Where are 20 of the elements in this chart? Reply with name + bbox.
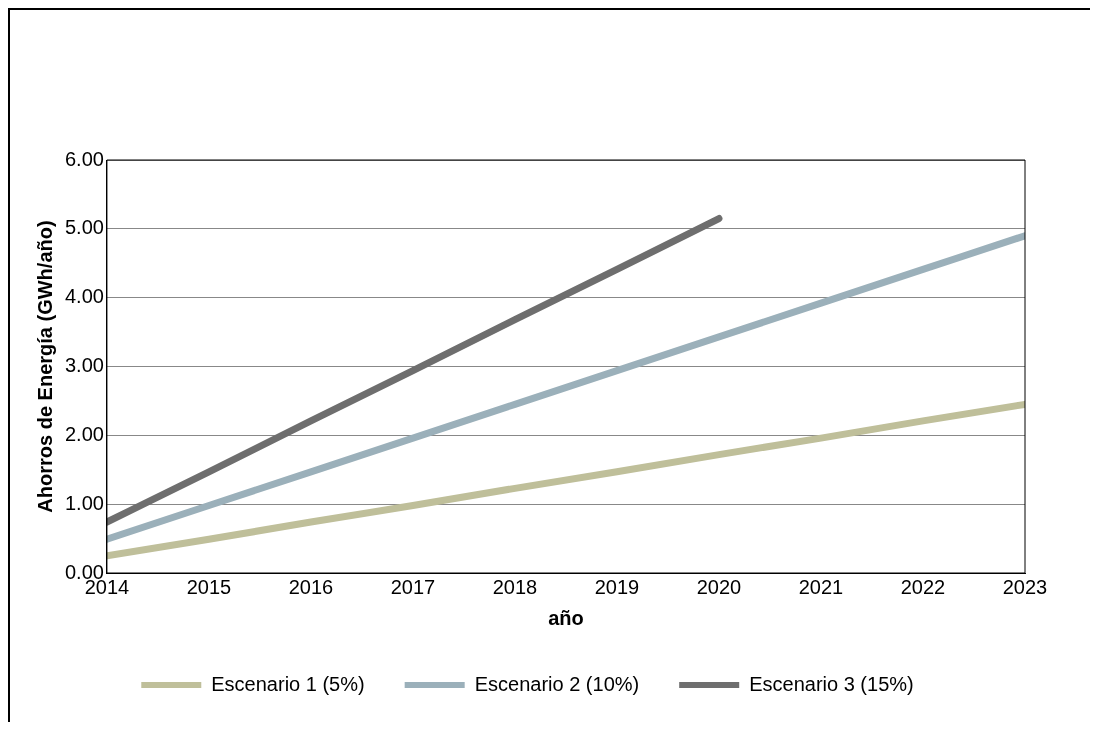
- x-tick-label: 2019: [594, 575, 640, 598]
- x-axis-title: año: [548, 606, 584, 629]
- legend-label: Escenario 1 (5%): [211, 672, 365, 695]
- x-tick-label: 2021: [798, 575, 844, 598]
- x-tick-label: 2016: [288, 575, 334, 598]
- legend-label: Escenario 2 (10%): [474, 672, 640, 695]
- y-tick-label: 6.00: [64, 147, 104, 170]
- legend-label: Escenario 3 (15%): [749, 672, 914, 695]
- y-axis-title: Ahorros de Energía (GWh/año): [33, 220, 56, 513]
- x-tick-label: 2022: [900, 575, 946, 598]
- y-tick-label: 3.00: [64, 354, 104, 377]
- y-tick-label: 1.00: [64, 491, 104, 514]
- x-tick-label: 2023: [1002, 575, 1048, 598]
- y-tick-label: 2.00: [64, 422, 104, 445]
- x-tick-label: 2018: [492, 575, 538, 598]
- x-tick-label: 2015: [186, 575, 232, 598]
- x-tick-label: 2020: [696, 575, 742, 598]
- y-tick-label: 4.00: [64, 285, 104, 308]
- y-tick-label: 5.00: [64, 216, 104, 239]
- x-tick-label: 2017: [390, 575, 436, 598]
